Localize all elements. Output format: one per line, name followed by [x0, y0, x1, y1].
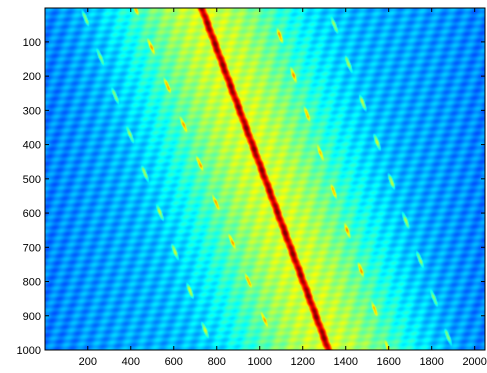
heatmap-raster [45, 8, 485, 350]
y-tick-label: 500 [23, 174, 41, 186]
x-tick-label: 400 [122, 356, 140, 368]
x-tick-label: 800 [208, 356, 226, 368]
x-tick-label: 200 [79, 356, 97, 368]
y-tick-label: 100 [23, 37, 41, 49]
heatmap-image [45, 8, 485, 350]
x-tick-label: 1200 [290, 356, 314, 368]
y-tick-label: 400 [23, 140, 41, 152]
y-axis: 100 200 300 400 500 600 700 800 900 1000 [17, 37, 485, 357]
y-tick-label: 600 [23, 208, 41, 220]
x-tick-label: 1400 [333, 356, 357, 368]
y-tick-label: 900 [23, 311, 41, 323]
y-tick-label: 200 [23, 71, 41, 83]
x-tick-label: 2000 [462, 356, 486, 368]
y-tick-label: 800 [23, 277, 41, 289]
x-tick-label: 1600 [376, 356, 400, 368]
y-tick-label: 1000 [17, 345, 41, 357]
x-tick-label: 600 [165, 356, 183, 368]
y-tick-label: 700 [23, 242, 41, 254]
y-tick-label: 300 [23, 105, 41, 117]
x-tick-label: 1800 [419, 356, 443, 368]
x-tick-label: 1000 [247, 356, 271, 368]
x-axis: 200 400 600 800 1000 1200 1400 1600 1800 2000 [79, 8, 487, 368]
